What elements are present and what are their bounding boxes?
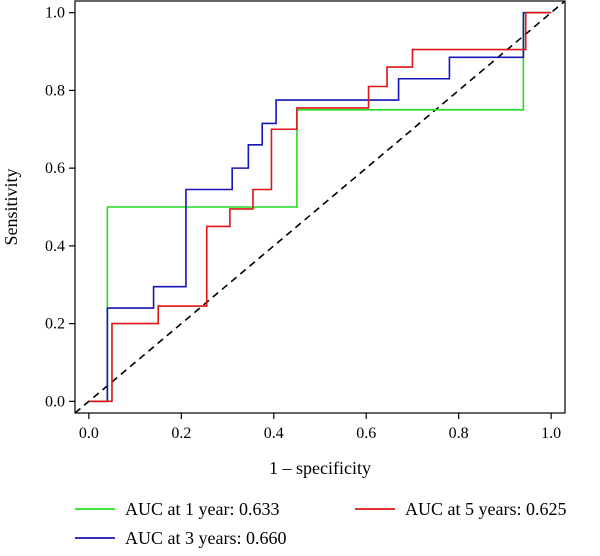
y-axis: 0.0 0.2 0.4 0.6 0.8 1.0 xyxy=(45,5,75,410)
x-tick-label: 0.4 xyxy=(264,425,284,442)
x-axis-title: 1 – specificity xyxy=(269,458,371,478)
roc-curve-series-2 xyxy=(88,11,552,403)
legend-label-series-1: AUC at 1 year: 0.633 xyxy=(125,499,279,519)
x-tick-label: 0.8 xyxy=(449,425,469,442)
y-tick-label: 0.6 xyxy=(45,160,65,177)
legend-label-series-3: AUC at 5 years: 0.625 xyxy=(405,499,566,519)
x-axis: 0.0 0.2 0.4 0.6 0.8 1.0 xyxy=(79,413,561,442)
diagonal-reference-line xyxy=(74,0,566,414)
x-tick-label: 0.2 xyxy=(171,425,191,442)
y-axis-title: Sensitivity xyxy=(1,168,21,245)
legend: AUC at 1 year: 0.633 AUC at 3 years: 0.66… xyxy=(75,499,566,548)
series-layer xyxy=(88,11,552,403)
legend-label-series-2: AUC at 3 years: 0.660 xyxy=(125,528,286,548)
x-tick-label: 0.0 xyxy=(79,425,99,442)
y-tick-label: 0.8 xyxy=(45,82,65,99)
y-tick-label: 0.2 xyxy=(45,316,65,333)
y-tick-label: 0.4 xyxy=(45,238,65,255)
x-tick-label: 1.0 xyxy=(541,425,561,442)
y-tick-label: 0.0 xyxy=(45,393,65,410)
roc-curve-series-3 xyxy=(88,11,552,403)
plot-frame xyxy=(74,0,566,414)
x-tick-label: 0.6 xyxy=(356,425,376,442)
y-tick-label: 1.0 xyxy=(45,5,65,22)
reference-diagonal xyxy=(74,0,566,414)
